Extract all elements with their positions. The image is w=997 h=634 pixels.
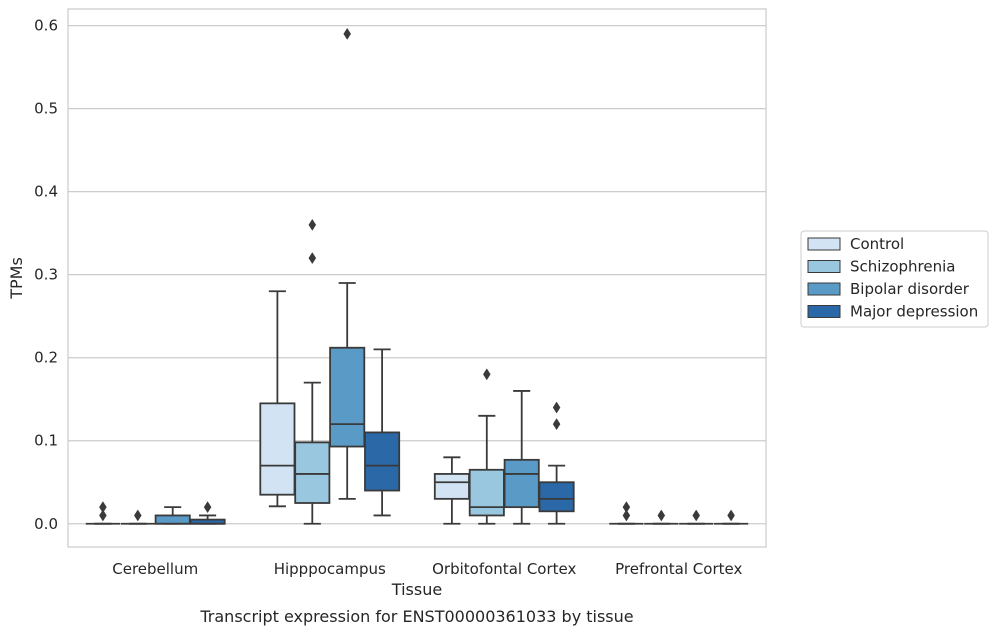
legend-swatch xyxy=(807,305,841,318)
box-body xyxy=(468,468,505,517)
legend-label: Control xyxy=(850,235,904,253)
box-schizophrenia xyxy=(644,509,679,525)
box-bipolar-disorder xyxy=(679,509,714,525)
outlier-point xyxy=(622,509,631,522)
legend-label: Major depression xyxy=(850,303,978,321)
box-body xyxy=(294,441,331,504)
box-body xyxy=(364,431,401,492)
box-bipolar-disorder xyxy=(329,27,366,500)
y-tick-label: 0.4 xyxy=(34,183,58,201)
legend: Control Schizophrenia Bipolar disorder Majo… xyxy=(800,230,989,328)
box-major-depression xyxy=(364,348,401,517)
y-tick-label: 0.1 xyxy=(34,432,58,450)
box-control xyxy=(433,456,470,525)
box-major-depression xyxy=(538,401,575,525)
x-tick-label: Hipppocampus xyxy=(274,560,386,578)
y-tick-label: 0.0 xyxy=(34,515,58,533)
y-tick-label: 0.6 xyxy=(34,17,58,35)
legend-swatch xyxy=(807,260,841,273)
box-schizophrenia xyxy=(120,509,155,525)
outlier-point xyxy=(203,501,212,514)
box-major-depression xyxy=(713,509,749,525)
box-body xyxy=(433,473,470,500)
x-axis-title: Tissue xyxy=(391,580,442,599)
outlier-point xyxy=(308,252,317,265)
chart-caption: Transcript expression for ENST0000036103… xyxy=(199,607,633,626)
box-body xyxy=(503,458,540,509)
y-axis-title: TPMs xyxy=(7,257,26,300)
outlier-point xyxy=(727,509,735,522)
legend-swatch xyxy=(807,237,841,251)
box-body xyxy=(329,346,366,448)
x-tick-label: Prefrontal Cortex xyxy=(615,560,742,578)
outlier-point xyxy=(657,509,666,522)
outlier-point xyxy=(343,27,351,40)
box-bipolar-disorder xyxy=(154,506,191,525)
y-tick-label: 0.2 xyxy=(34,349,58,367)
y-tick-label: 0.5 xyxy=(34,100,58,118)
x-tick-label: Cerebellum xyxy=(112,560,198,578)
outlier-point xyxy=(134,509,142,522)
y-axis-ticks: 0.0 0.1 0.2 0.3 0.4 0.5 0.6 xyxy=(34,17,58,533)
outlier-point xyxy=(622,501,631,514)
grid-lines xyxy=(68,24,766,525)
legend-label: Schizophrenia xyxy=(850,258,955,276)
box-plot-area xyxy=(85,27,749,525)
outlier-point xyxy=(552,401,561,414)
outlier-point xyxy=(692,509,700,522)
box-schizophrenia xyxy=(294,218,331,525)
box-major-depression xyxy=(189,501,226,525)
plot-frame xyxy=(67,8,767,548)
box-bipolar-disorder xyxy=(503,390,540,525)
x-tick-label: Orbitofontal Cortex xyxy=(432,560,576,578)
outlier-point xyxy=(99,509,107,522)
legend-swatch xyxy=(807,282,841,296)
box-body xyxy=(154,514,191,525)
outlier-point xyxy=(483,368,491,381)
box-control xyxy=(259,290,296,508)
x-axis-ticks: Cerebellum Hipppocampus Orbitofontal Corte… xyxy=(112,560,742,578)
y-tick-label: 0.3 xyxy=(34,266,58,284)
box-body xyxy=(538,481,575,513)
box-body xyxy=(259,402,296,496)
legend-frame xyxy=(800,230,989,328)
box-control xyxy=(609,501,644,525)
box-schizophrenia xyxy=(468,368,505,525)
legend-label: Bipolar disorder xyxy=(850,280,970,298)
outlier-point xyxy=(308,218,317,231)
outlier-point xyxy=(99,501,107,514)
box-control xyxy=(85,501,121,525)
outlier-point xyxy=(552,418,561,431)
